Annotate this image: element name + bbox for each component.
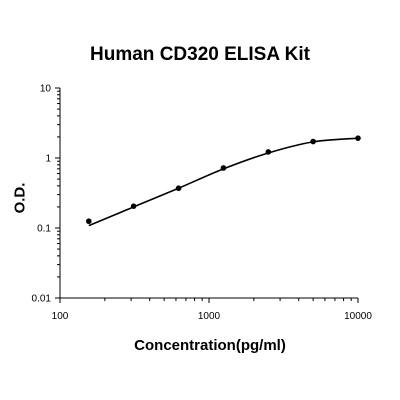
x-tick-label: 10000 [344,311,372,322]
data-point [310,138,316,145]
y-tick-label: 0.1 [37,224,51,235]
data-point [355,135,361,141]
x-tick-label: 1000 [198,311,221,322]
data-point [85,218,92,225]
chart-title: Human CD320 ELISA Kit [90,44,310,65]
y-tick-label: 10 [40,84,52,95]
x-tick-label: 100 [52,311,69,322]
data-point [175,185,182,192]
data-point [220,165,227,171]
fit-curve [88,137,359,227]
x-axis-label: Concentration(pg/ml) [134,337,286,354]
y-tick-label: 0.01 [32,294,52,305]
data-point [265,149,272,155]
data-point [130,203,137,209]
y-tick-label: 1 [45,154,51,165]
